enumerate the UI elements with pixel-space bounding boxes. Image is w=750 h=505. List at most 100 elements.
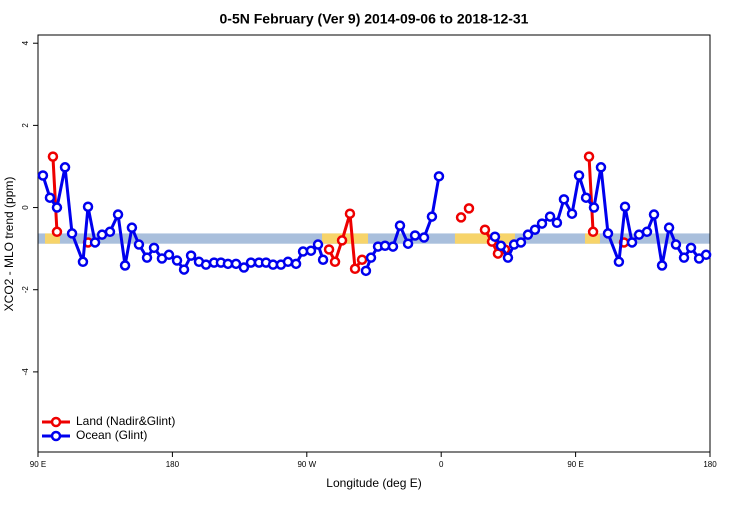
data-point — [185, 250, 197, 261]
legend-marker — [50, 430, 62, 442]
data-point — [349, 263, 361, 275]
x-axis-label: Longitude (deg E) — [326, 476, 421, 490]
data-point — [558, 194, 570, 205]
data-point — [104, 226, 116, 238]
legend-label: Land (Nadir&Glint) — [76, 414, 175, 428]
data-point — [178, 264, 190, 275]
data-point — [573, 170, 585, 181]
data-point — [245, 257, 257, 268]
data-point — [495, 240, 507, 252]
data-point — [77, 256, 89, 268]
data-point — [133, 239, 145, 250]
legend-label: Ocean (Glint) — [76, 428, 147, 442]
data-point — [387, 241, 399, 252]
data-point — [613, 256, 625, 268]
data-point — [222, 258, 234, 270]
data-point — [230, 258, 242, 270]
x-tick-label: 90 E — [567, 460, 583, 469]
y-axis-label: XCO2 - MLO trend (ppm) — [2, 177, 16, 312]
data-point — [515, 237, 527, 248]
data-point — [360, 265, 372, 277]
data-point — [544, 211, 556, 222]
x-tick-label: 0 — [439, 460, 444, 469]
data-point — [148, 242, 160, 254]
data-point — [463, 203, 475, 214]
data-point — [238, 262, 250, 273]
data-point — [356, 254, 368, 265]
data-point — [141, 252, 153, 263]
data-point — [588, 202, 600, 213]
data-point — [66, 228, 78, 239]
data-point — [685, 242, 697, 254]
data-point — [312, 239, 324, 250]
y-tick-label: 2 — [21, 123, 30, 128]
data-point — [502, 252, 514, 263]
data-point — [426, 211, 438, 222]
data-point — [587, 226, 599, 238]
data-point — [433, 171, 445, 182]
data-point — [44, 192, 56, 203]
data-point — [602, 228, 614, 239]
data-point — [282, 256, 294, 268]
data-point — [619, 201, 631, 212]
x-tick-label: 180 — [703, 460, 717, 469]
data-point — [551, 217, 563, 229]
data-point — [82, 201, 94, 212]
legend-marker — [50, 416, 62, 428]
data-point — [402, 238, 414, 249]
y-tick-label: 0 — [21, 205, 30, 210]
data-point — [119, 260, 131, 271]
data-point — [365, 252, 377, 263]
y-tick-label: -4 — [21, 368, 30, 376]
data-point — [112, 209, 124, 220]
data-point — [663, 222, 675, 233]
data-point — [305, 245, 317, 256]
data-point — [51, 202, 63, 213]
data-point — [329, 256, 341, 268]
data-point — [700, 249, 712, 261]
land-band — [454, 233, 515, 244]
ocean-band — [38, 233, 710, 244]
data-point — [648, 209, 660, 220]
data-point — [394, 220, 406, 231]
plot-frame — [37, 34, 711, 453]
data-point — [566, 208, 578, 219]
data-point — [344, 208, 356, 219]
data-point — [89, 237, 101, 248]
data-point — [580, 192, 592, 203]
data-point — [522, 229, 534, 240]
data-point — [418, 232, 430, 243]
data-point — [51, 226, 63, 238]
data-point — [59, 162, 71, 173]
data-point — [409, 230, 421, 241]
data-point — [171, 255, 183, 266]
data-point — [323, 244, 335, 255]
data-point — [641, 226, 653, 238]
data-point — [670, 239, 682, 250]
data-point — [37, 170, 49, 181]
data-point — [317, 254, 329, 265]
data-point — [529, 224, 541, 235]
data-point — [336, 235, 348, 246]
data-point — [479, 224, 491, 235]
data-point — [489, 231, 501, 242]
data-point — [163, 249, 175, 261]
x-tick-label: 90 E — [30, 460, 46, 469]
data-point — [583, 151, 595, 162]
y-tick-label: 4 — [21, 40, 30, 45]
data-point — [455, 212, 467, 223]
land-band — [45, 233, 60, 244]
data-point — [656, 260, 668, 271]
data-point — [595, 162, 607, 173]
data-point — [47, 151, 59, 162]
data-point — [626, 237, 638, 248]
chart-title: 0-5N February (Ver 9) 2014-09-06 to 2018… — [220, 11, 529, 27]
series-line — [53, 157, 624, 269]
data-point — [678, 252, 690, 263]
data-point — [290, 258, 302, 270]
data-point — [200, 259, 212, 270]
y-tick-label: -2 — [21, 286, 30, 294]
x-tick-label: 180 — [166, 460, 180, 469]
data-point — [536, 218, 548, 229]
